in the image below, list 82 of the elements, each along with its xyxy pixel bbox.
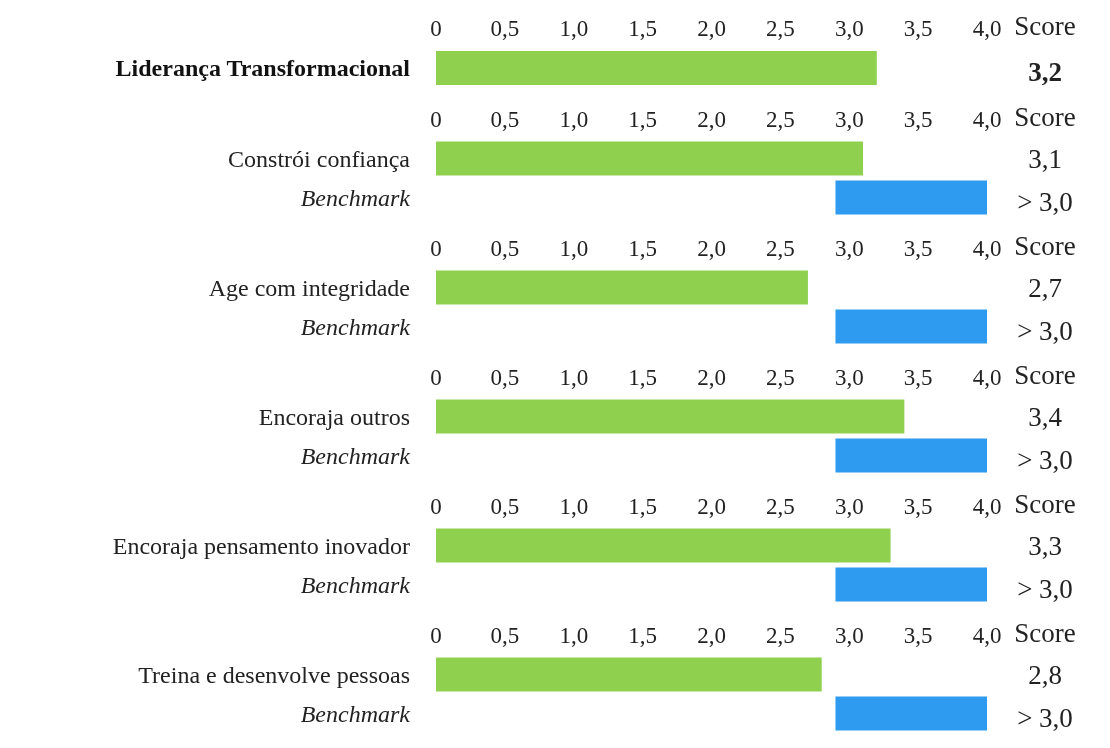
y-tick-label: Benchmark <box>300 700 411 727</box>
x-tick-label: 0 <box>430 623 442 648</box>
text: Score <box>1014 102 1076 132</box>
x-tick-label: 1,5 <box>628 623 657 648</box>
y-tick-label: Encoraja outros <box>258 403 410 430</box>
x-tick-label: 0 <box>430 107 442 132</box>
y-tick-label: Encoraja pensamento inovador <box>112 532 410 559</box>
x-tick-label: 3,0 <box>834 236 864 261</box>
y-tick-label: Constrói confiança <box>228 145 411 172</box>
x-tick-label: 4,0 <box>972 623 1002 648</box>
x-tick-label: 2,5 <box>766 107 795 132</box>
x-tick-label: 1,5 <box>628 236 657 261</box>
x-tick-label: 2,0 <box>697 365 726 390</box>
x-tick-label: 3,0 <box>834 107 864 132</box>
x-tick-label: 3,5 <box>903 623 933 648</box>
x-tick-label: 2,0 <box>697 16 726 41</box>
x-tick-label: 2,5 <box>766 236 795 261</box>
text: 3,4 <box>1028 401 1063 432</box>
text: > 3,0 <box>1017 702 1073 733</box>
x-tick-label: 3,0 <box>834 494 864 519</box>
x-tick-label: 1,0 <box>559 107 589 132</box>
x-tick-label: 3,5 <box>903 494 933 519</box>
text: Score <box>1014 360 1076 390</box>
x-tick-label: 1,0 <box>559 623 589 648</box>
text: 3,2 <box>1028 57 1062 87</box>
text: Score <box>1014 618 1076 648</box>
x-tick-label: 1,0 <box>559 365 589 390</box>
x-tick-label: 0,5 <box>490 623 520 648</box>
x-tick-label: 2,5 <box>766 365 795 390</box>
y-tick-label: Liderança Transformacional <box>115 55 411 81</box>
y-tick-label: Treina e desenvolve pessoas <box>138 661 410 688</box>
x-tick-label: 3,5 <box>903 365 933 390</box>
x-tick-label: 0 <box>430 365 442 390</box>
x-tick-label: 0 <box>430 236 442 261</box>
x-tick-label: 3,0 <box>834 365 864 390</box>
y-tick-label: Benchmark <box>300 571 411 598</box>
x-tick-label: 4,0 <box>972 107 1002 132</box>
x-tick-label: 1,5 <box>628 365 657 390</box>
y-tick-label: Benchmark <box>300 184 411 211</box>
text: Score <box>1014 11 1076 41</box>
x-tick-label: 3,0 <box>834 623 864 648</box>
text: 3,3 <box>1028 530 1062 561</box>
x-tick-label: 1,5 <box>628 494 657 519</box>
x-tick-label: 3,5 <box>903 107 933 132</box>
x-tick-label: 2,5 <box>766 16 795 41</box>
x-tick-label: 0,5 <box>490 16 520 41</box>
text: Score <box>1014 231 1076 261</box>
x-tick-label: 4,0 <box>972 365 1002 390</box>
x-tick-label: 2,0 <box>697 107 726 132</box>
x-tick-label: 1,0 <box>559 16 589 41</box>
text: > 3,0 <box>1017 444 1073 475</box>
x-tick-label: 3,5 <box>903 236 933 261</box>
x-tick-label: 2,5 <box>766 623 795 648</box>
x-tick-label: 1,5 <box>628 107 657 132</box>
x-tick-label: 4,0 <box>972 494 1002 519</box>
x-tick-label: 4,0 <box>972 16 1002 41</box>
x-tick-label: 2,0 <box>697 236 726 261</box>
x-tick-label: 4,0 <box>972 236 1002 261</box>
x-tick-label: 2,5 <box>766 494 795 519</box>
x-tick-label: 3,0 <box>834 16 864 41</box>
y-tick-label: Age com integridade <box>208 274 410 301</box>
text: Score <box>1014 489 1076 519</box>
text: > 3,0 <box>1017 315 1073 346</box>
x-tick-label: 1,0 <box>559 236 589 261</box>
x-tick-label: 3,5 <box>903 16 933 41</box>
x-tick-label: 2,0 <box>697 494 726 519</box>
x-tick-label: 1,0 <box>559 494 589 519</box>
x-tick-label: 0 <box>430 16 442 41</box>
text: 3,1 <box>1028 143 1062 174</box>
x-tick-label: 1,5 <box>628 16 657 41</box>
text: 2,7 <box>1028 272 1062 303</box>
text: > 3,0 <box>1017 186 1073 217</box>
y-tick-label: Benchmark <box>300 442 411 469</box>
x-tick-label: 0,5 <box>490 236 520 261</box>
x-tick-label: 0,5 <box>490 107 520 132</box>
x-tick-label: 2,0 <box>697 623 726 648</box>
x-tick-label: 0 <box>430 494 442 519</box>
x-tick-label: 0,5 <box>490 365 520 390</box>
text: > 3,0 <box>1017 573 1073 604</box>
x-tick-label: 0,5 <box>490 494 520 519</box>
y-tick-label: Benchmark <box>300 313 411 340</box>
text: 2,8 <box>1028 659 1062 690</box>
